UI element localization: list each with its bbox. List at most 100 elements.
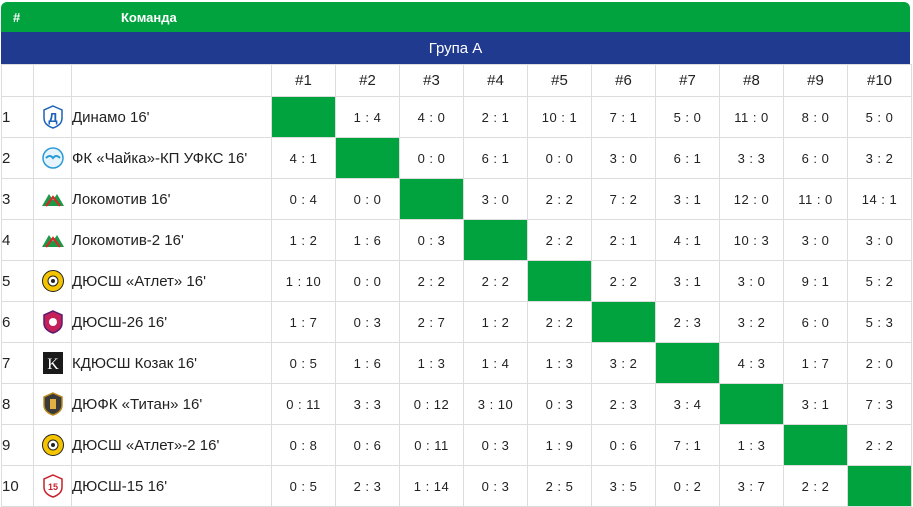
match-score-cell: 2 : 7 [399, 301, 464, 343]
match-score-cell: 0 : 3 [463, 465, 528, 507]
match-score-cell: 0 : 0 [335, 260, 400, 302]
team-name-link[interactable]: КДЮСШ Козак 16' [71, 342, 272, 384]
match-score-cell: 0 : 0 [399, 137, 464, 179]
dyussh15-logo-icon: 15 [33, 465, 72, 507]
match-score-cell: 2 : 3 [335, 465, 400, 507]
self-match-cell [527, 260, 592, 302]
match-score-cell: 2 : 2 [527, 219, 592, 261]
rank-cell: 3 [1, 178, 34, 220]
team-name-link[interactable]: ДЮСШ-26 16' [71, 301, 272, 343]
match-score-cell: 1 : 4 [463, 342, 528, 384]
match-score-cell: 0 : 3 [527, 383, 592, 425]
rank-cell: 6 [1, 301, 34, 343]
opponent-column-header: #9 [783, 64, 848, 97]
match-score-cell: 4 : 3 [719, 342, 784, 384]
match-score-cell: 2 : 3 [591, 383, 656, 425]
team-name-link[interactable]: ДЮСШ «Атлет»-2 16' [71, 424, 272, 466]
match-score-cell: 1 : 7 [271, 301, 336, 343]
match-score-cell: 1 : 6 [335, 342, 400, 384]
atlet-logo-icon [33, 260, 72, 302]
match-score-cell: 9 : 1 [783, 260, 848, 302]
kozak-logo-icon: K [33, 342, 72, 384]
match-score-cell: 1 : 7 [783, 342, 848, 384]
match-score-cell: 6 : 1 [655, 137, 720, 179]
match-score-cell: 3 : 10 [463, 383, 528, 425]
opponent-column-header: #5 [527, 64, 592, 97]
team-name-link[interactable]: ДЮСШ-15 16' [71, 465, 272, 507]
match-score-cell: 2 : 5 [527, 465, 592, 507]
match-score-cell: 2 : 2 [399, 260, 464, 302]
team-column-header: Команда [121, 10, 177, 25]
match-score-cell: 2 : 1 [591, 219, 656, 261]
match-score-cell: 1 : 4 [335, 96, 400, 138]
match-score-cell: 0 : 11 [271, 383, 336, 425]
crosstable: #1 #2 #3 #4 #5 #6 #7 #8 #9 #10 1 Д Динамо … [1, 64, 912, 507]
opponent-column-header: #10 [847, 64, 912, 97]
match-score-cell: 3 : 1 [655, 178, 720, 220]
group-title: Група А [428, 39, 483, 57]
self-match-cell [271, 96, 336, 138]
match-score-cell: 2 : 0 [847, 342, 912, 384]
match-score-cell: 0 : 3 [463, 424, 528, 466]
match-score-cell: 0 : 5 [271, 342, 336, 384]
self-match-cell [335, 137, 400, 179]
match-score-cell: 3 : 0 [847, 219, 912, 261]
match-score-cell: 10 : 1 [527, 96, 592, 138]
match-score-cell: 1 : 3 [527, 342, 592, 384]
match-score-cell: 10 : 3 [719, 219, 784, 261]
self-match-cell [463, 219, 528, 261]
match-score-cell: 3 : 3 [719, 137, 784, 179]
team-name-link[interactable]: ДЮФК «Титан» 16' [71, 383, 272, 425]
match-score-cell: 12 : 0 [719, 178, 784, 220]
match-score-cell: 6 : 0 [783, 301, 848, 343]
team-name-link[interactable]: Локомотив-2 16' [71, 219, 272, 261]
blank-header [71, 64, 272, 97]
match-score-cell: 0 : 6 [335, 424, 400, 466]
match-score-cell: 7 : 1 [655, 424, 720, 466]
match-score-cell: 3 : 7 [719, 465, 784, 507]
dyussh26-logo-icon [33, 301, 72, 343]
match-score-cell: 1 : 3 [399, 342, 464, 384]
self-match-cell [847, 465, 912, 507]
svg-text:K: K [47, 356, 59, 373]
match-score-cell: 1 : 14 [399, 465, 464, 507]
match-score-cell: 11 : 0 [719, 96, 784, 138]
match-score-cell: 1 : 2 [463, 301, 528, 343]
self-match-cell [783, 424, 848, 466]
match-score-cell: 3 : 4 [655, 383, 720, 425]
rank-cell: 9 [1, 424, 34, 466]
match-score-cell: 11 : 0 [783, 178, 848, 220]
match-score-cell: 0 : 3 [335, 301, 400, 343]
team-name-link[interactable]: Динамо 16' [71, 96, 272, 138]
match-score-cell: 4 : 0 [399, 96, 464, 138]
match-score-cell: 0 : 8 [271, 424, 336, 466]
match-score-cell: 4 : 1 [655, 219, 720, 261]
team-name-link[interactable]: ФК «Чайка»-КП УФКС 16' [71, 137, 272, 179]
match-score-cell: 2 : 2 [527, 301, 592, 343]
match-score-cell: 1 : 10 [271, 260, 336, 302]
match-score-cell: 2 : 2 [591, 260, 656, 302]
match-score-cell: 1 : 2 [271, 219, 336, 261]
match-score-cell: 3 : 0 [591, 137, 656, 179]
opponent-column-header: #1 [271, 64, 336, 97]
rank-cell: 7 [1, 342, 34, 384]
match-score-cell: 5 : 0 [655, 96, 720, 138]
match-score-cell: 3 : 2 [591, 342, 656, 384]
rank-cell: 10 [1, 465, 34, 507]
self-match-cell [399, 178, 464, 220]
team-name-link[interactable]: ДЮСШ «Атлет» 16' [71, 260, 272, 302]
rank-column-header: # [13, 10, 21, 25]
team-name-link[interactable]: Локомотив 16' [71, 178, 272, 220]
self-match-cell [719, 383, 784, 425]
match-score-cell: 6 : 0 [783, 137, 848, 179]
match-score-cell: 3 : 1 [655, 260, 720, 302]
